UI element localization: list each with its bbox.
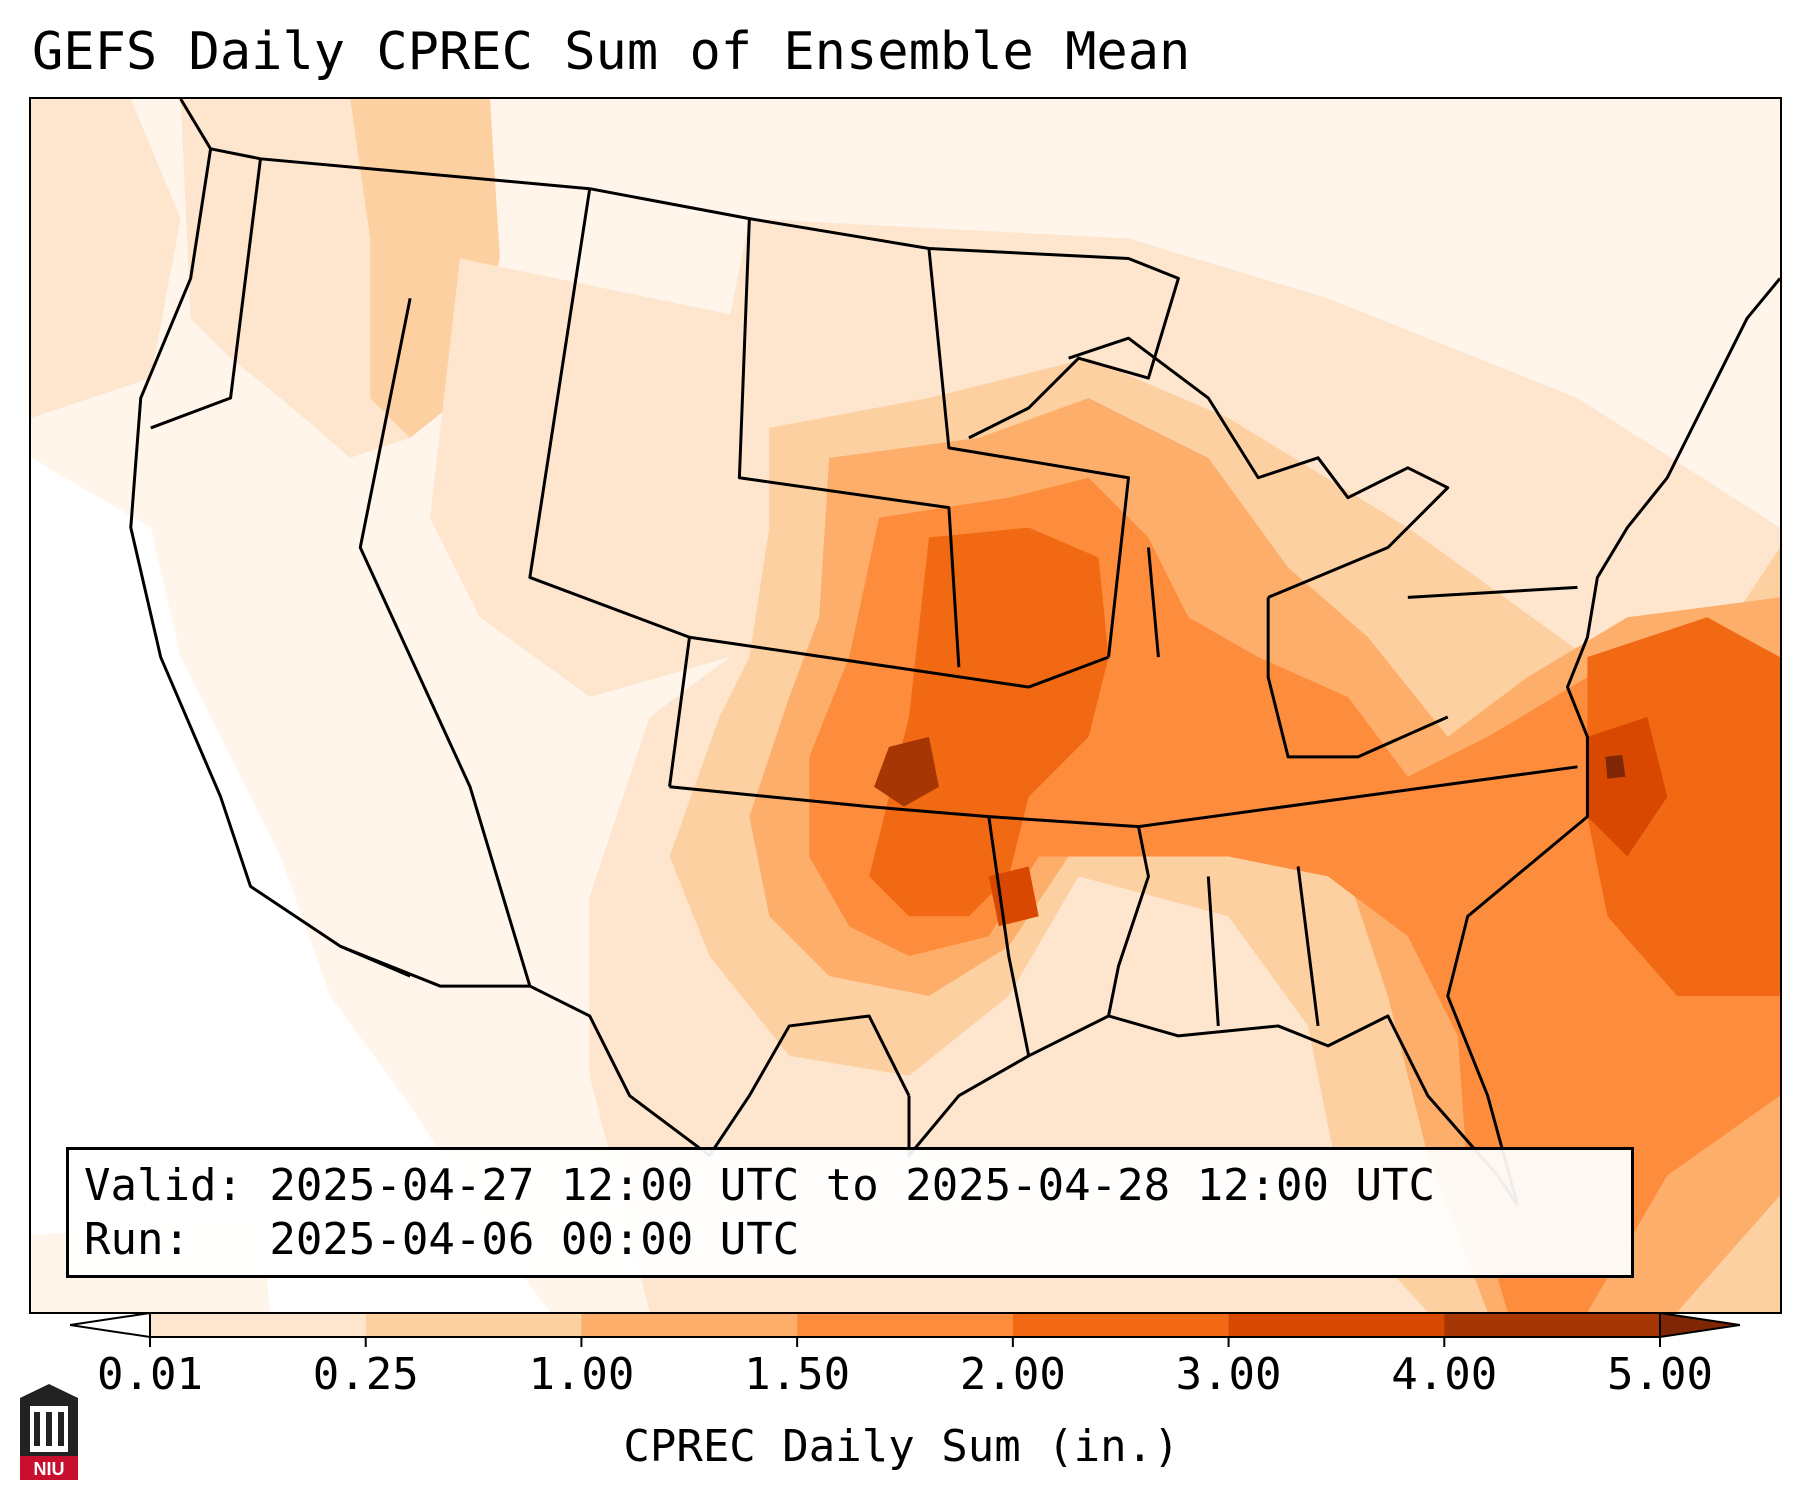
- map-panel: [29, 97, 1782, 1314]
- precip-field: [31, 99, 1780, 1312]
- gulf-coast: [907, 1014, 1519, 1207]
- colorbar-segment: [797, 1313, 1014, 1337]
- colorbar-segment: [1012, 1313, 1230, 1337]
- colorbar-tick-label: 2.00: [960, 1349, 1066, 1393]
- state-line-7: [689, 635, 1110, 689]
- colorbar-segments: [150, 1313, 1661, 1337]
- colorbar-under-triangle: [70, 1313, 151, 1339]
- colorbar-tick-label: 1.00: [528, 1349, 634, 1393]
- valid-time-text: Valid: 2025-04-27 12:00 UTC to 2025-04-2…: [84, 1160, 1436, 1211]
- precip-light-rockies: [430, 258, 750, 698]
- run-time-text: Run: 2025-04-06 00:00 UTC: [84, 1214, 800, 1265]
- svg-text:NIU: NIU: [34, 1459, 65, 1479]
- colorbar-segment: [1228, 1313, 1445, 1337]
- colorbar-axis-label: CPREC Daily Sum (in.): [623, 1421, 1180, 1472]
- colorbar-segment: [150, 1313, 367, 1337]
- colorbar-outline: [149, 1313, 1661, 1338]
- state-line-8: [987, 816, 1031, 1057]
- precip-ks-max: [874, 736, 939, 807]
- colorbar-tick-label: 1.50: [744, 1349, 850, 1393]
- colorbar-segment: [365, 1313, 582, 1337]
- precip-core-300: [869, 527, 1109, 917]
- map-svg: [31, 99, 1780, 1312]
- precip-atl-peak: [1605, 754, 1626, 779]
- state-line-3: [927, 248, 1130, 658]
- precip-atlantic-300: [1587, 617, 1780, 997]
- colorbar-tick-label: 0.01: [97, 1349, 203, 1393]
- state-line-14: [1146, 547, 1160, 658]
- colorbar: 0.01 0.25 1.00 1.50 2.00 3.00 4.00 5.00: [70, 1313, 1740, 1393]
- precip-atl-max: [1587, 716, 1668, 857]
- colorbar-over-triangle: [1659, 1313, 1740, 1339]
- west-coast: [129, 148, 411, 978]
- colorbar-tick-label: 3.00: [1176, 1349, 1282, 1393]
- precip-light-east: [1128, 99, 1780, 528]
- state-line-11: [1206, 876, 1220, 1027]
- precip-nodata-sw: [31, 457, 550, 1312]
- state-line-2: [737, 218, 961, 668]
- mexico-border: [339, 944, 911, 1158]
- east-coast: [1446, 277, 1780, 1206]
- map-title: GEFS Daily CPREC Sum of Ensemble Mean: [32, 22, 1191, 82]
- niu-logo: NIU: [20, 1384, 78, 1480]
- state-line-12: [1296, 866, 1320, 1027]
- colorbar-ticks: 0.01 0.25 1.00 1.50 2.00 3.00 4.00 5.00: [97, 1337, 1713, 1393]
- colorbar-segment: [1444, 1313, 1661, 1337]
- valid-run-info-box: Valid: 2025-04-27 12:00 UTC to 2025-04-2…: [66, 1147, 1634, 1278]
- state-line-13: [1407, 585, 1578, 599]
- political-boundaries: [129, 99, 1780, 1207]
- colorbar-segment: [581, 1313, 798, 1337]
- state-line-1: [528, 188, 691, 787]
- state-line-9: [1107, 826, 1150, 1017]
- state-line-10: [1266, 597, 1449, 759]
- great-lakes: [1068, 336, 1450, 599]
- colorbar-tick-label: 5.00: [1607, 1349, 1713, 1393]
- colorbar-tick-label: 4.00: [1391, 1349, 1497, 1393]
- precip-nodata-nw-corner: [31, 99, 181, 418]
- canada-us-border: [179, 99, 1180, 440]
- state-line-5: [150, 158, 262, 430]
- colorbar-tick-label: 0.25: [313, 1349, 419, 1393]
- state-line-4: [358, 298, 532, 987]
